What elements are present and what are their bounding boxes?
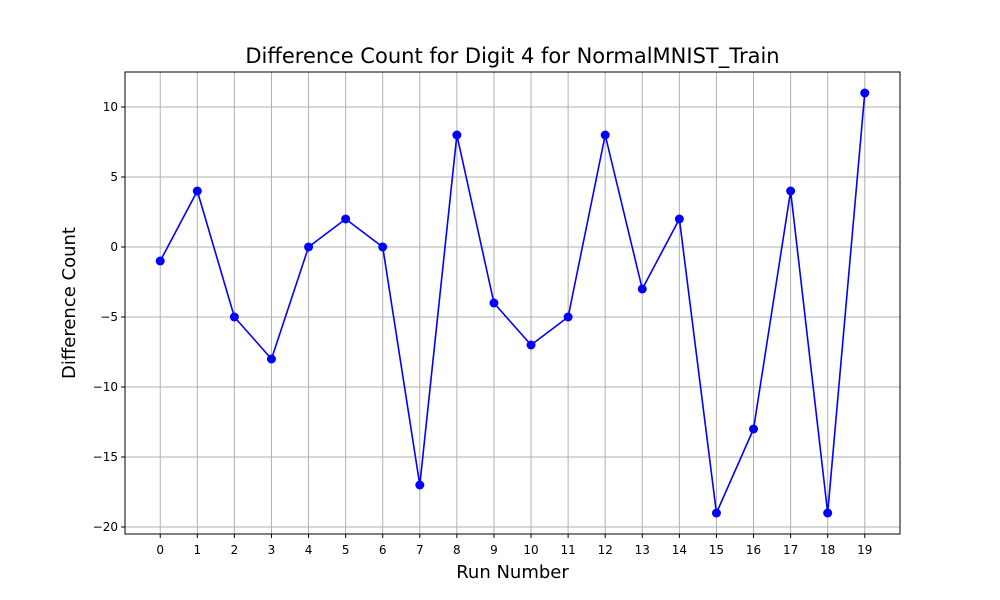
x-tick-label: 6: [379, 543, 387, 557]
data-point: [637, 284, 647, 294]
data-point: [711, 508, 721, 518]
y-tick-label: −5: [100, 310, 118, 324]
data-point: [786, 186, 796, 196]
x-tick-label: 5: [342, 543, 350, 557]
data-point: [304, 242, 314, 252]
x-tick-label: 14: [672, 543, 687, 557]
data-point: [229, 312, 239, 322]
y-tick-label: 10: [103, 100, 118, 114]
data-point: [860, 88, 870, 98]
y-tick-label: −10: [93, 380, 118, 394]
y-tick-label: −20: [93, 520, 118, 534]
x-tick-label: 11: [560, 543, 575, 557]
x-axis-title: Run Number: [456, 562, 569, 583]
y-tick-label: 5: [110, 170, 118, 184]
data-point: [749, 424, 759, 434]
x-tick-label: 12: [598, 543, 613, 557]
data-point: [823, 508, 833, 518]
grid: [125, 72, 900, 534]
x-tick-label: 1: [193, 543, 201, 557]
data-point: [563, 312, 573, 322]
data-point: [266, 354, 276, 364]
data-point: [415, 480, 425, 490]
x-tick-label: 10: [523, 543, 538, 557]
x-tick-label: 4: [305, 543, 313, 557]
x-tick-label: 18: [820, 543, 835, 557]
x-tick-label: 15: [709, 543, 724, 557]
plot-frame: [124, 71, 901, 535]
data-point: [452, 130, 462, 140]
x-tick-label: 17: [783, 543, 798, 557]
x-tick-label: 7: [416, 543, 424, 557]
data-point: [674, 214, 684, 224]
x-tick-label: 19: [857, 543, 872, 557]
data-point: [600, 130, 610, 140]
x-tick-label: 9: [490, 543, 498, 557]
data-point: [526, 340, 536, 350]
x-tick-label: 0: [156, 543, 164, 557]
x-tick-label: 3: [268, 543, 276, 557]
x-tick-label: 16: [746, 543, 761, 557]
series-line: [159, 92, 866, 514]
data-point: [341, 214, 351, 224]
data-series: [155, 88, 870, 518]
x-tick-label: 8: [453, 543, 461, 557]
y-tick-label: 0: [110, 240, 118, 254]
x-tick-label: 13: [635, 543, 650, 557]
y-tick-label: −15: [93, 450, 118, 464]
y-axis-title: Difference Count: [59, 227, 80, 379]
data-point: [489, 298, 499, 308]
axis-ticks: 0 1 2 3 4 5 6 7 8 9 10 11 12 13 14 15 16 17 18 191050−5−10−…: [93, 100, 873, 557]
x-tick-label: 2: [231, 543, 239, 557]
data-point: [155, 256, 165, 266]
data-point: [192, 186, 202, 196]
chart-title: Difference Count for Digit 4 for NormalM…: [245, 44, 779, 69]
data-point: [378, 242, 388, 252]
